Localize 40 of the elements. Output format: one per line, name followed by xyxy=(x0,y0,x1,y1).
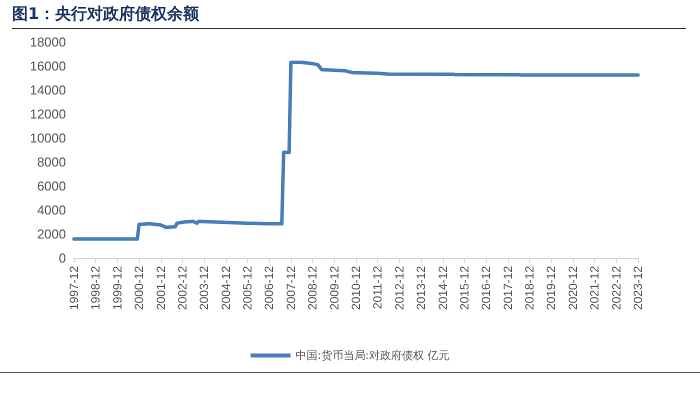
x-tick-label: 1997-12 xyxy=(67,266,81,310)
x-tick-label: 2018-12 xyxy=(522,266,537,310)
y-tick-label: 18000 xyxy=(30,34,66,50)
x-tick-label: 2023-12 xyxy=(631,266,645,310)
y-tick-label: 16000 xyxy=(30,58,66,74)
x-tick-label: 2010-12 xyxy=(349,266,363,310)
x-tick-label: 2021-12 xyxy=(588,266,602,310)
x-tick-label: 2016-12 xyxy=(479,266,494,310)
y-tick-label: 4000 xyxy=(37,202,66,218)
y-tick-label: 8000 xyxy=(37,154,66,170)
x-tick-label: 2008-12 xyxy=(306,266,320,310)
y-tick-label: 0 xyxy=(58,250,66,266)
line-series xyxy=(72,60,640,241)
x-tick-label: 2011-12 xyxy=(370,266,385,310)
y-tick-label: 14000 xyxy=(30,82,66,98)
x-tick-label: 2014-12 xyxy=(436,266,450,310)
x-tick-label: 2001-12 xyxy=(154,266,168,310)
x-tick-label: 2002-12 xyxy=(175,266,190,310)
y-tick-label: 6000 xyxy=(37,178,66,194)
legend-label: 中国:货币当局:对政府债权 亿元 xyxy=(296,349,450,362)
x-tick-label: 2015-12 xyxy=(457,266,472,310)
x-tick-label: 2020-12 xyxy=(566,266,580,310)
x-tick-label: 2013-12 xyxy=(414,266,428,310)
x-tick-label: 2019-12 xyxy=(544,266,558,310)
x-tick-label: 2012-12 xyxy=(392,266,406,310)
x-tick-label: 2003-12 xyxy=(197,266,212,310)
x-tick-label: 2000-12 xyxy=(132,266,146,310)
x-tick-label: 2005-12 xyxy=(240,266,255,310)
y-tick-label: 12000 xyxy=(30,106,66,122)
x-tick-label: 1998-12 xyxy=(88,266,103,310)
x-tick-label: 2017-12 xyxy=(500,266,515,310)
chart-title: 图1：央行对政府债权余额 xyxy=(12,4,200,25)
y-tick-label: 10000 xyxy=(30,130,66,146)
y-tick-label: 2000 xyxy=(37,226,66,242)
x-tick-label: 2004-12 xyxy=(218,266,233,310)
x-tick-label: 2022-12 xyxy=(609,266,624,310)
x-tick-label: 1999-12 xyxy=(110,266,124,310)
x-tick-label: 2006-12 xyxy=(262,266,276,310)
x-tick-label: 2007-12 xyxy=(284,266,298,310)
x-tick-label: 2009-12 xyxy=(327,266,342,310)
